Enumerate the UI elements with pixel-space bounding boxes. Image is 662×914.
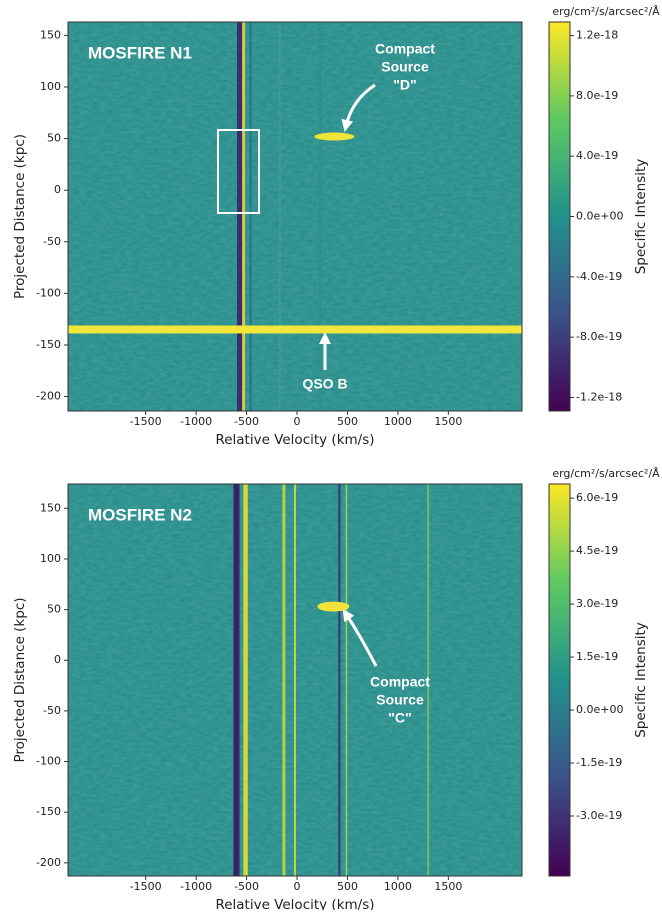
y-tick-label: 0 [54,653,61,666]
sky-line [237,22,245,411]
colorbar-label: Specific Intensity [633,159,649,275]
panel-title: MOSFIRE N1 [88,43,192,62]
sky-line [294,484,296,876]
x-tick-label: 1000 [384,880,412,893]
annotation: "C" [388,710,411,726]
annotation: QSO B [302,376,347,392]
sky-line [282,484,286,876]
colorbar-unit: erg/cm²/s/arcsec²/Å [552,467,660,480]
x-tick-label: -1500 [130,415,162,428]
annotation: Source [381,59,429,75]
sky-line [249,22,252,411]
colorbar-tick-label: -8.0e-19 [576,330,622,343]
spectrum-image [68,484,522,876]
sky-line [345,484,348,876]
y-tick-label: 50 [47,132,61,145]
spectrum-image [68,22,522,411]
x-tick-label: 1000 [384,415,412,428]
x-tick-label: -500 [234,415,259,428]
y-tick-label: 150 [40,501,61,514]
sky-line [318,22,322,411]
frame [67,21,523,412]
colorbar-tick-label: -1.2e-18 [576,390,622,403]
y-tick-label: 100 [40,552,61,565]
colorbar-tick-label: 0.0e+00 [576,210,623,223]
sky-line [279,22,281,411]
highlight-box [217,129,260,214]
source-blob [314,132,355,141]
annotation: Source [376,692,424,708]
colorbar-tick-label: 3.0e-19 [576,597,618,610]
colorbar-tick-label: 4.5e-19 [576,544,618,557]
y-tick-label: -200 [36,390,61,403]
image-noise [68,22,522,411]
y-tick-label: -150 [36,338,61,351]
annotation-arrow [342,609,378,667]
y-tick-label: -50 [43,235,61,248]
sky-line [242,22,246,411]
x-axis-label: Relative Velocity (km/s) [215,432,374,448]
annotation-arrow [341,83,376,132]
x-tick-label: 0 [294,415,301,428]
y-tick-label: 0 [54,183,61,196]
x-axis-label: Relative Velocity (km/s) [215,897,374,910]
x-tick-label: 0 [294,880,301,893]
sky-line [427,484,429,876]
annotation: Compact [370,674,430,690]
colorbar-tick-label: -4.0e-19 [576,270,622,283]
y-axis-label: Projected Distance (kpc) [12,597,28,762]
annotation: Compact [375,41,435,57]
panel-title: MOSFIRE N2 [88,505,192,524]
y-tick-label: -50 [43,704,61,717]
y-tick-label: -100 [36,755,61,768]
x-tick-label: -1000 [180,880,212,893]
colorbar-label: Specific Intensity [633,622,649,738]
colorbar-tick-label: 1.2e-18 [576,29,618,42]
frame [67,483,523,877]
x-tick-label: 500 [337,880,358,893]
x-tick-label: 1500 [434,880,462,893]
colorbar [548,483,571,877]
y-tick-label: -100 [36,286,61,299]
x-tick-label: -1000 [180,415,212,428]
y-tick-label: 50 [47,603,61,616]
sky-line [233,484,240,876]
y-tick-label: 150 [40,28,61,41]
colorbar-tick-label: 0.0e+00 [576,703,623,716]
x-tick-label: 500 [337,415,358,428]
sky-line [243,484,248,876]
colorbar-unit: erg/cm²/s/arcsec²/Å [552,5,660,18]
y-tick-label: -200 [36,856,61,869]
annotation: "D" [393,77,416,93]
sky-line [338,484,341,876]
colorbar-tick-label: -1.5e-19 [576,756,622,769]
y-tick-label: -150 [36,805,61,818]
colorbar [548,21,571,412]
y-tick-label: 100 [40,80,61,93]
x-tick-label: 1500 [434,415,462,428]
colorbar-tick-label: -3.0e-19 [576,809,622,822]
colorbar-tick-label: 6.0e-19 [576,491,618,504]
trace [68,325,522,334]
colorbar-tick-label: 8.0e-19 [576,89,618,102]
x-tick-label: -500 [234,880,259,893]
x-tick-label: -1500 [130,880,162,893]
source-blob [317,601,350,612]
y-axis-label: Projected Distance (kpc) [12,134,28,299]
colorbar-tick-label: 1.5e-19 [576,650,618,663]
colorbar-tick-label: 4.0e-19 [576,149,618,162]
